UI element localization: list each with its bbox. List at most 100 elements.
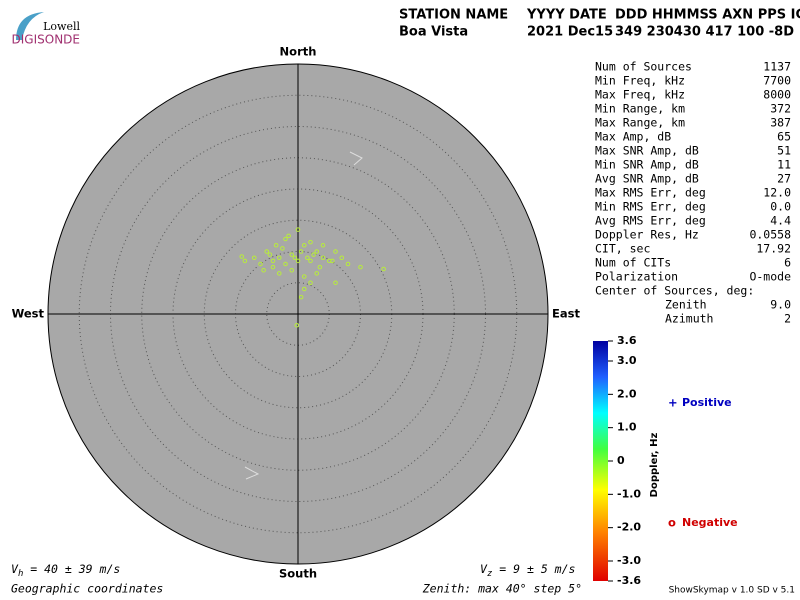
source-point: [292, 255, 298, 261]
source-point: [280, 246, 285, 251]
stat-label: Doppler Res, Hz: [595, 228, 699, 242]
stat-label: Max Range, km: [595, 116, 685, 130]
source-point: [314, 271, 320, 276]
vz-v: V: [480, 562, 488, 576]
zenith-value: 9.0: [770, 298, 791, 312]
north-label: North: [280, 45, 317, 59]
azimuth-value: 2: [784, 312, 791, 326]
source-point: [317, 264, 323, 270]
negative-label: Negative: [682, 516, 738, 529]
colorbar-tick-label: 3.0: [617, 354, 637, 367]
arrow: [244, 466, 260, 480]
stat-label: Max Amp, dB: [595, 130, 671, 144]
colorbar-tick-label: -3.6: [617, 574, 641, 587]
colorbar-tick-label: 3.6: [617, 334, 637, 347]
stat-label: CIT, sec: [595, 242, 650, 256]
source-point: [270, 264, 276, 270]
source-point: [298, 249, 304, 254]
stat-value: 51: [777, 144, 791, 158]
source-point: [320, 255, 326, 261]
south-label: South: [279, 567, 317, 581]
header-col: YYYY DATE: [526, 8, 607, 23]
header: STATION NAME YYYY DATE DDD HHMMSS AXN PP…: [399, 8, 800, 40]
stat-value: 17.92: [756, 242, 791, 256]
stat-value: 1137: [763, 60, 791, 74]
source-point: [320, 242, 326, 248]
stat-label: Num of CITs: [595, 256, 671, 270]
azimuth-label: Azimuth: [665, 312, 713, 326]
header-col: DDD HHMMSS AXN PPS IGP: [615, 8, 800, 23]
source-point: [286, 233, 291, 239]
stat-value: 0.0: [770, 200, 791, 214]
positive-label: Positive: [682, 396, 732, 409]
vh: Vh = 40 ± 39 m/s: [11, 562, 120, 579]
colorbar: [593, 341, 608, 581]
source-point: [381, 266, 386, 272]
stat-label: Avg SNR Amp, dB: [595, 172, 699, 186]
logo-bottom: DIGISONDE: [12, 33, 80, 47]
source-point: [295, 227, 301, 232]
source-point: [267, 252, 273, 257]
logo-top: Lowell: [43, 20, 80, 33]
stat-label: Num of Sources: [595, 60, 692, 74]
stat-value: 4.4: [770, 214, 791, 228]
stat-value: 7700: [763, 74, 791, 88]
stat-label: Max SNR Amp, dB: [595, 144, 699, 158]
stat-label: Avg RMS Err, deg: [595, 214, 706, 228]
stat-value: 6: [784, 256, 791, 270]
source-point: [242, 258, 248, 264]
vz-sub: z: [487, 569, 492, 579]
stat-value: 65: [777, 130, 791, 144]
vh-rest: = 40 ± 39 m/s: [23, 562, 120, 576]
colorbar-tick-label: 0: [617, 454, 625, 467]
coords: Geographic coordinates: [11, 582, 163, 596]
version: ShowSkymap v 1.0 SD v 5.1: [669, 586, 795, 596]
colorbar-tick-label: 2.0: [617, 387, 637, 400]
vz: Vz = 9 ± 5 m/s: [480, 562, 576, 579]
source-point: [261, 267, 266, 273]
stat-label: Max Freq, kHz: [595, 88, 685, 102]
stat-label: Min Freq, kHz: [595, 74, 685, 88]
stat-value: 12.0: [763, 186, 791, 200]
colorbar-tick-label: 1.0: [617, 421, 637, 434]
source-point: [264, 249, 270, 254]
source-point: [333, 280, 338, 286]
stat-value: 11: [777, 158, 791, 172]
stat-label: Polarization: [595, 270, 678, 284]
negative-symbol: o: [668, 516, 676, 530]
zenith-info: Zenith: max 40° step 5°: [422, 582, 582, 596]
source-point: [301, 242, 307, 248]
colorbar-tick-label: -3.0: [617, 554, 641, 567]
positive-symbol: +: [668, 396, 678, 410]
center-title: Center of Sources, deg:: [595, 284, 754, 298]
stat-value: 27: [777, 172, 791, 186]
source-point: [301, 274, 307, 279]
source-point: [294, 322, 300, 328]
source-point: [298, 294, 304, 300]
source-point: [251, 255, 257, 261]
colorbar-tick-label: -2.0: [617, 521, 641, 534]
header-col: STATION NAME: [399, 8, 508, 23]
source-point: [295, 258, 301, 264]
source-point: [276, 255, 282, 261]
stat-value: O-mode: [749, 270, 791, 284]
source-point: [345, 261, 351, 267]
stat-value: 8000: [763, 88, 791, 102]
stat-label: Min RMS Err, deg: [595, 200, 706, 214]
vz-rest: = 9 ± 5 m/s: [492, 562, 575, 576]
colorbar-tick-label: -1.0: [617, 487, 641, 500]
source-point: [301, 286, 307, 292]
stat-label: Min SNR Amp, dB: [595, 158, 699, 172]
stat-label: Max RMS Err, deg: [595, 186, 706, 200]
source-point: [258, 261, 263, 267]
vh-v: V: [11, 562, 19, 576]
source-point: [289, 267, 295, 273]
colorbar-label: Doppler, Hz: [649, 433, 660, 498]
source-point: [239, 254, 245, 259]
logo-swoosh: [16, 12, 44, 40]
source-point: [289, 252, 295, 257]
source-point: [276, 271, 282, 276]
source-point: [273, 242, 279, 248]
arrow: [349, 151, 363, 166]
stat-value: 387: [770, 116, 791, 130]
